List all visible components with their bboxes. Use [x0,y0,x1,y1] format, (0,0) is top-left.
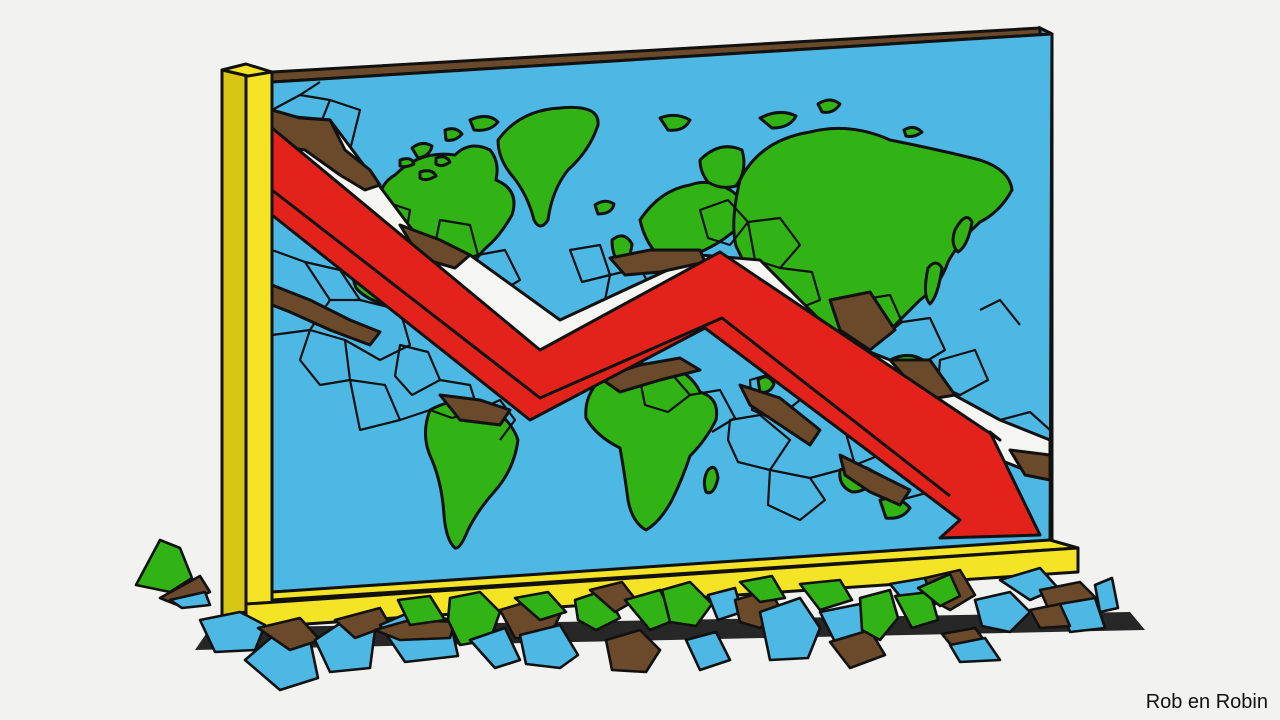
africa [584,362,719,532]
illustration-credit: Rob en Robin [1145,691,1268,713]
japan [951,216,974,254]
left-post-top [220,62,274,78]
left-post-front [244,64,274,614]
left-post-side [220,64,248,618]
madagascar [702,465,720,495]
rubble-rock [134,538,194,594]
greenland [496,105,600,228]
rubble-pile [134,538,1120,692]
downward-trend-arrow [270,126,1042,540]
iceland [593,199,616,216]
